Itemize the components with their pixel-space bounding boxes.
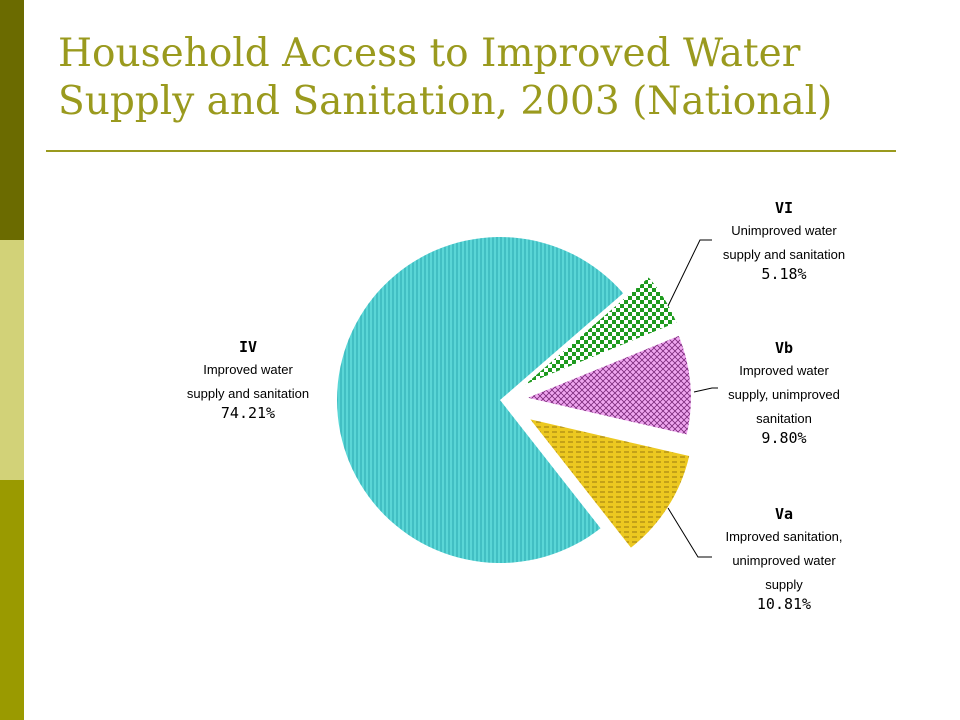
pie-label-value-vi: 5.18% [761, 265, 806, 283]
pie-leader-line-vb [693, 387, 718, 393]
pie-slice-vi [525, 277, 677, 385]
pie-label-desc-va-0: Improved sanitation, [725, 529, 842, 544]
pie-slice-va [530, 419, 690, 548]
pie-label-desc-va-1: unimproved water [732, 553, 836, 568]
side-band-middle [0, 240, 24, 480]
pie-label-desc-va-2: supply [765, 577, 803, 592]
pie-label-code-vi: VI [775, 199, 793, 217]
pie-label-desc-vi-0: Unimproved water [731, 223, 837, 238]
pie-label-code-va: Va [775, 505, 793, 523]
pie-labels: IV Improved water supply and sanitation 74.… [187, 199, 845, 613]
pie-label-va: Va Improved sanitation, unimproved water su… [725, 505, 842, 613]
title-underline [46, 150, 896, 152]
pie-label-desc-vb-1: supply, unimproved [728, 387, 840, 402]
pie-label-desc-vi-1: supply and sanitation [723, 247, 845, 262]
pie-slice-iv [336, 236, 624, 563]
pie-label-iv: IV Improved water supply and sanitation 74.… [187, 338, 309, 422]
pie-slice-vb [527, 335, 691, 435]
slide-title-line-2: Supply and Sanitation, 2003 (National) [58, 79, 833, 124]
pie-slices [336, 236, 691, 563]
pie-label-desc-vb-2: sanitation [756, 411, 812, 426]
pie-label-vi: VI Unimproved water supply and sanitation 5… [723, 199, 845, 283]
pie-label-desc-vb-0: Improved water [739, 363, 829, 378]
pie-label-value-iv: 74.21% [221, 404, 275, 422]
pie-label-value-vb: 9.80% [761, 429, 806, 447]
slide-title: Household Access to Improved Water Suppl… [58, 30, 918, 126]
pie-label-desc-iv-0: Improved water [203, 362, 293, 377]
pie-label-vb: Vb Improved water supply, unimproved sanita… [728, 339, 840, 447]
pie-label-value-va: 10.81% [757, 595, 811, 613]
pie-leader-line-vi [667, 239, 712, 307]
slide-title-line-1: Household Access to Improved Water [58, 31, 801, 76]
pie-label-code-vb: Vb [775, 339, 793, 357]
pie-leader-lines [667, 239, 718, 558]
side-band-top [0, 0, 24, 240]
pie-leader-line-va [667, 507, 712, 558]
side-band-bottom [0, 480, 24, 720]
pie-label-code-iv: IV [239, 338, 257, 356]
pie-label-desc-iv-1: supply and sanitation [187, 386, 309, 401]
